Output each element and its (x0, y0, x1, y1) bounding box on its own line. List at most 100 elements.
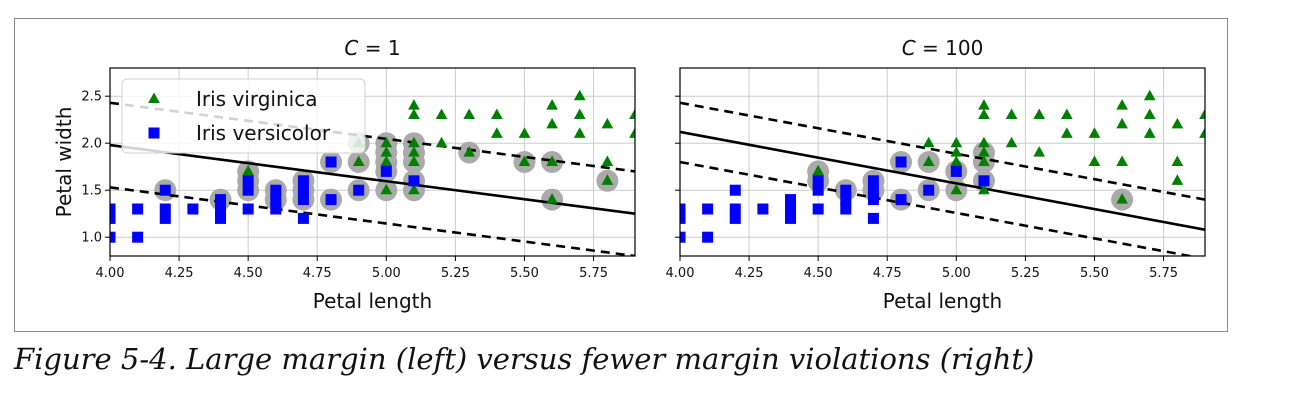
versicolor-point (812, 184, 824, 196)
versicolor-point (895, 194, 907, 206)
virginica-point (380, 146, 393, 157)
versicolor-point (325, 156, 337, 168)
versicolor-point (729, 212, 741, 224)
versicolor-point (840, 194, 852, 206)
virginica-point (1143, 89, 1156, 101)
virginica-point (978, 155, 990, 167)
margin-line-upper (680, 101, 1205, 201)
versicolor-point (215, 203, 227, 215)
x-tick-label: 5.75 (579, 266, 608, 281)
plot-area (680, 89, 1205, 256)
virginica-point (573, 127, 586, 138)
virginica-point (1171, 155, 1184, 167)
virginica-point (1116, 117, 1128, 129)
versicolor-point (297, 175, 309, 187)
margin-line-lower (110, 186, 635, 256)
x-tick-label: 4.25 (735, 266, 764, 281)
virginica-point (601, 174, 614, 185)
versicolor-point (785, 194, 797, 206)
versicolor-point (729, 184, 741, 196)
legend-label-virginica: Iris virginica (196, 87, 317, 111)
virginica-point (518, 155, 531, 167)
versicolor-point (132, 231, 144, 243)
x-tick-label: 4.00 (96, 266, 125, 281)
virginica-point (1005, 108, 1018, 120)
versicolor-point (840, 184, 852, 196)
axes-frame (679, 67, 1206, 257)
versicolor-point (702, 203, 714, 215)
virginica-point (408, 155, 420, 167)
versicolor-point (110, 231, 116, 243)
virginica-point (601, 155, 614, 167)
virginica-point (601, 117, 614, 129)
virginica-point (922, 155, 935, 167)
virginica-point (573, 108, 586, 120)
x-tick-label: 5.00 (372, 266, 401, 281)
x-tick-label: 5.75 (1149, 266, 1178, 281)
y-tick-label: 1.5 (81, 184, 102, 199)
virginica-point (950, 146, 963, 157)
versicolor-point (867, 194, 879, 206)
x-tick-label: 5.25 (441, 266, 470, 281)
virginica-point (950, 183, 963, 195)
versicolor-point (215, 212, 227, 224)
versicolor-point (785, 212, 797, 224)
x-axis-label: Petal length (883, 289, 1002, 313)
versicolor-point (270, 184, 282, 196)
versicolor-point (923, 184, 935, 196)
virginica-point (546, 117, 558, 129)
x-tick-label: 4.00 (666, 266, 695, 281)
versicolor-point (215, 194, 227, 206)
virginica-point (546, 155, 558, 167)
versicolor-point (950, 165, 962, 177)
x-tick-label: 5.50 (510, 266, 539, 281)
versicolor-point (242, 184, 254, 196)
versicolor-point (729, 203, 741, 215)
x-tick-label: 4.25 (165, 266, 194, 281)
versicolor-point (242, 203, 254, 215)
versicolor-point (159, 203, 171, 215)
chart-title: C = 1 (344, 36, 400, 60)
versicolor-point (408, 175, 420, 187)
virginica-point (490, 127, 503, 138)
virginica-point (1199, 108, 1205, 120)
virginica-point (1088, 127, 1101, 138)
virginica-point (242, 164, 255, 176)
virginica-point (978, 99, 990, 110)
axes-frame (109, 67, 636, 257)
y-tick-label: 2.0 (81, 137, 102, 152)
versicolor-point (840, 203, 852, 215)
figure-caption: Figure 5-4. Large margin (left) versus f… (14, 342, 1035, 376)
versicolor-point (297, 184, 309, 196)
x-tick-label: 5.50 (1080, 266, 1109, 281)
x-tick-label: 4.75 (873, 266, 902, 281)
virginica-point (408, 146, 420, 157)
versicolor-point (297, 194, 309, 206)
virginica-point (1033, 108, 1046, 120)
margin-line-upper (110, 101, 635, 173)
versicolor-point (978, 175, 990, 187)
virginica-point (950, 136, 963, 148)
virginica-point (950, 155, 963, 167)
x-axis-label: Petal length (313, 289, 432, 313)
virginica-point (629, 108, 635, 120)
virginica-point (408, 108, 420, 120)
versicolor-point (867, 184, 879, 196)
versicolor-point (785, 203, 797, 215)
virginica-point (1088, 155, 1101, 167)
versicolor-point (757, 203, 769, 215)
virginica-point (435, 108, 448, 120)
versicolor-point (380, 165, 392, 177)
x-tick-label: 5.00 (942, 266, 971, 281)
y-tick-label: 1.0 (81, 231, 102, 246)
virginica-point (1171, 117, 1184, 129)
x-tick-label: 4.50 (234, 266, 263, 281)
virginica-point (380, 183, 393, 195)
virginica-point (629, 127, 635, 138)
legend-box (121, 78, 366, 154)
versicolor-point (187, 203, 199, 215)
virginica-point (380, 136, 393, 148)
virginica-point (1199, 127, 1205, 138)
virginica-point (573, 89, 586, 101)
virginica-point (1143, 127, 1156, 138)
